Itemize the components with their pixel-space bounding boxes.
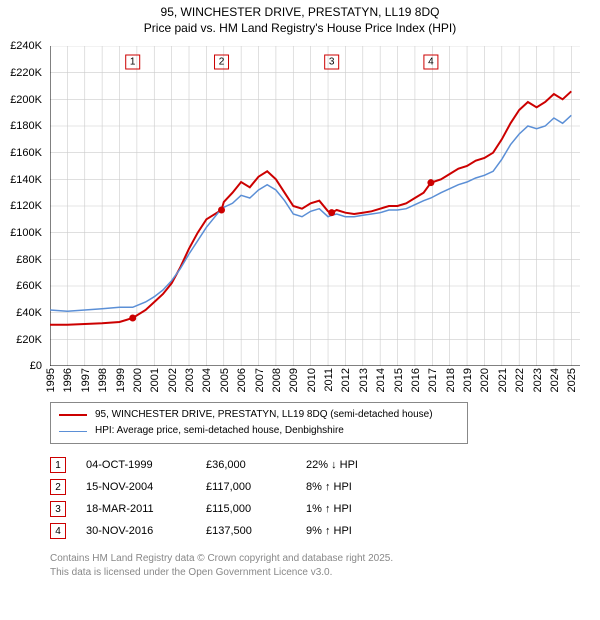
sale-marker-number: 3 bbox=[329, 57, 335, 68]
x-axis-label: 1997 bbox=[80, 368, 92, 392]
x-axis-label: 2017 bbox=[427, 368, 439, 392]
sale-price: £117,000 bbox=[206, 481, 306, 493]
sale-row: 4 30-NOV-2016£137,5009% ↑ HPI bbox=[50, 520, 600, 542]
sale-date: 18-MAR-2011 bbox=[86, 503, 206, 515]
chart-title: 95, WINCHESTER DRIVE, PRESTATYN, LL19 8D… bbox=[0, 0, 600, 36]
plot-area: 1 2 3 4 £0 £20K £40K £60K £80K £100K £120K £140K £1… bbox=[0, 36, 600, 396]
x-axis-label: 2018 bbox=[445, 368, 457, 392]
sale-row: 1 04-OCT-1999£36,00022% ↓ HPI bbox=[50, 454, 600, 476]
sale-dot bbox=[218, 207, 225, 214]
x-axis-label: 1996 bbox=[62, 368, 74, 392]
sale-date: 04-OCT-1999 bbox=[86, 459, 206, 471]
sale-row: 3 18-MAR-2011£115,0001% ↑ HPI bbox=[50, 498, 600, 520]
sale-price: £137,500 bbox=[206, 525, 306, 537]
legend-swatch bbox=[59, 414, 87, 416]
legend-item: HPI: Average price, semi-detached house,… bbox=[59, 423, 459, 439]
y-axis-label: £20K bbox=[2, 334, 42, 346]
y-axis-label: £40K bbox=[2, 307, 42, 319]
line-chart-svg: 1 2 3 4 bbox=[50, 46, 580, 366]
x-axis-label: 1995 bbox=[45, 368, 57, 392]
y-axis-label: £240K bbox=[2, 40, 42, 52]
x-axis-label: 2001 bbox=[149, 368, 161, 392]
sale-row: 2 15-NOV-2004£117,0008% ↑ HPI bbox=[50, 476, 600, 498]
x-axis-label: 2003 bbox=[184, 368, 196, 392]
sale-hpi-diff: 1% ↑ HPI bbox=[306, 503, 406, 515]
x-axis-label: 2012 bbox=[340, 368, 352, 392]
x-axis-label: 2000 bbox=[132, 368, 144, 392]
sales-table: 1 04-OCT-1999£36,00022% ↓ HPI 2 15-NOV-2004… bbox=[50, 454, 600, 542]
sale-price: £36,000 bbox=[206, 459, 306, 471]
license-footer: Contains HM Land Registry data © Crown c… bbox=[50, 552, 600, 588]
y-axis-label: £140K bbox=[2, 174, 42, 186]
y-axis-label: £120K bbox=[2, 200, 42, 212]
x-axis-label: 2007 bbox=[254, 368, 266, 392]
sale-hpi-diff: 8% ↑ HPI bbox=[306, 481, 406, 493]
x-axis-label: 1999 bbox=[115, 368, 127, 392]
y-axis-label: £60K bbox=[2, 280, 42, 292]
title-line-2: Price paid vs. HM Land Registry's House … bbox=[144, 21, 456, 35]
sale-marker-number: 2 bbox=[219, 57, 225, 68]
x-axis-label: 2005 bbox=[219, 368, 231, 392]
x-axis-label: 2016 bbox=[410, 368, 422, 392]
sale-date: 30-NOV-2016 bbox=[86, 525, 206, 537]
y-axis-label: £180K bbox=[2, 120, 42, 132]
footer-line-2: This data is licensed under the Open Gov… bbox=[50, 567, 332, 578]
sale-row-marker: 1 bbox=[50, 457, 66, 473]
sale-hpi-diff: 22% ↓ HPI bbox=[306, 459, 406, 471]
sale-marker-number: 4 bbox=[428, 57, 434, 68]
chart-container: 95, WINCHESTER DRIVE, PRESTATYN, LL19 8D… bbox=[0, 0, 600, 588]
sale-date: 15-NOV-2004 bbox=[86, 481, 206, 493]
sale-row-marker: 4 bbox=[50, 523, 66, 539]
x-axis-label: 2011 bbox=[323, 368, 335, 392]
sale-row-marker: 3 bbox=[50, 501, 66, 517]
x-axis-label: 2015 bbox=[393, 368, 405, 392]
x-axis-label: 2024 bbox=[549, 368, 561, 392]
legend-label: 95, WINCHESTER DRIVE, PRESTATYN, LL19 8D… bbox=[95, 407, 433, 423]
footer-line-1: Contains HM Land Registry data © Crown c… bbox=[50, 553, 393, 564]
x-axis-label: 2008 bbox=[271, 368, 283, 392]
x-axis-label: 2010 bbox=[306, 368, 318, 392]
sale-dot bbox=[427, 180, 434, 187]
x-axis-label: 2002 bbox=[167, 368, 179, 392]
sale-row-marker: 2 bbox=[50, 479, 66, 495]
sale-hpi-diff: 9% ↑ HPI bbox=[306, 525, 406, 537]
x-axis-label: 2009 bbox=[288, 368, 300, 392]
x-axis-label: 1998 bbox=[97, 368, 109, 392]
legend-box: 95, WINCHESTER DRIVE, PRESTATYN, LL19 8D… bbox=[50, 402, 468, 444]
sale-price: £115,000 bbox=[206, 503, 306, 515]
y-axis-label: £100K bbox=[2, 227, 42, 239]
x-axis-label: 2014 bbox=[375, 368, 387, 392]
legend-label: HPI: Average price, semi-detached house,… bbox=[95, 423, 344, 439]
sale-dot bbox=[129, 315, 136, 322]
y-axis-label: £200K bbox=[2, 94, 42, 106]
x-axis-label: 2020 bbox=[479, 368, 491, 392]
legend-item: 95, WINCHESTER DRIVE, PRESTATYN, LL19 8D… bbox=[59, 407, 459, 423]
x-axis-label: 2025 bbox=[566, 368, 578, 392]
y-axis-label: £0 bbox=[2, 360, 42, 372]
title-line-1: 95, WINCHESTER DRIVE, PRESTATYN, LL19 8D… bbox=[161, 5, 440, 19]
y-axis-label: £80K bbox=[2, 254, 42, 266]
x-axis-label: 2006 bbox=[236, 368, 248, 392]
x-axis-label: 2019 bbox=[462, 368, 474, 392]
sale-marker-number: 1 bbox=[130, 57, 136, 68]
x-axis-label: 2013 bbox=[358, 368, 370, 392]
x-axis-label: 2021 bbox=[497, 368, 509, 392]
sale-dot bbox=[328, 210, 335, 217]
legend-swatch bbox=[59, 431, 87, 432]
x-axis-label: 2022 bbox=[514, 368, 526, 392]
x-axis-label: 2023 bbox=[532, 368, 544, 392]
y-axis-label: £160K bbox=[2, 147, 42, 159]
x-axis-label: 2004 bbox=[201, 368, 213, 392]
y-axis-label: £220K bbox=[2, 67, 42, 79]
